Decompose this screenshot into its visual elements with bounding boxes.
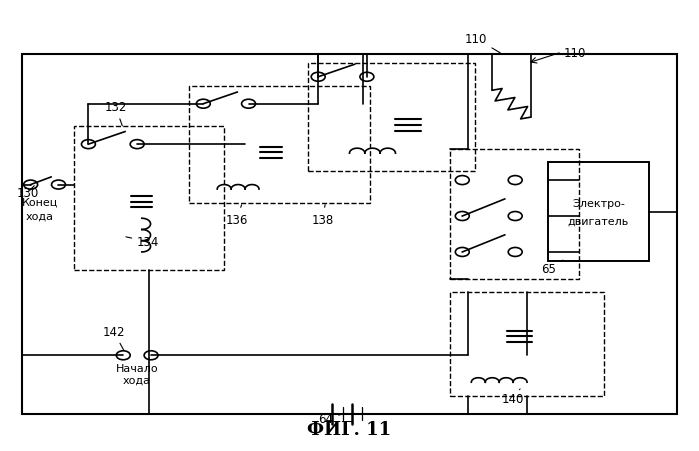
Text: 132: 132 <box>104 101 127 127</box>
Text: ФИГ. 11: ФИГ. 11 <box>308 420 391 438</box>
Bar <box>308 64 475 172</box>
Bar <box>75 127 224 270</box>
Text: 138: 138 <box>311 205 333 226</box>
Bar <box>450 293 604 396</box>
Bar <box>450 149 579 279</box>
Text: 130: 130 <box>17 186 39 199</box>
Text: хода: хода <box>26 211 54 221</box>
Text: хода: хода <box>123 375 151 385</box>
Text: 136: 136 <box>226 205 248 226</box>
Text: Электро-: Электро- <box>572 198 625 208</box>
Text: 65: 65 <box>541 261 563 276</box>
Text: 64: 64 <box>318 412 345 425</box>
Text: 142: 142 <box>102 325 125 351</box>
Text: 134: 134 <box>126 236 159 249</box>
Bar <box>189 87 370 203</box>
Bar <box>22 55 677 414</box>
Text: 110: 110 <box>464 32 500 54</box>
Text: 140: 140 <box>501 389 524 405</box>
Text: двигатель: двигатель <box>568 216 629 226</box>
Bar <box>548 163 649 262</box>
Text: Конец: Конец <box>22 198 58 207</box>
Text: 110: 110 <box>564 46 586 60</box>
Text: Начало: Начало <box>116 363 159 373</box>
